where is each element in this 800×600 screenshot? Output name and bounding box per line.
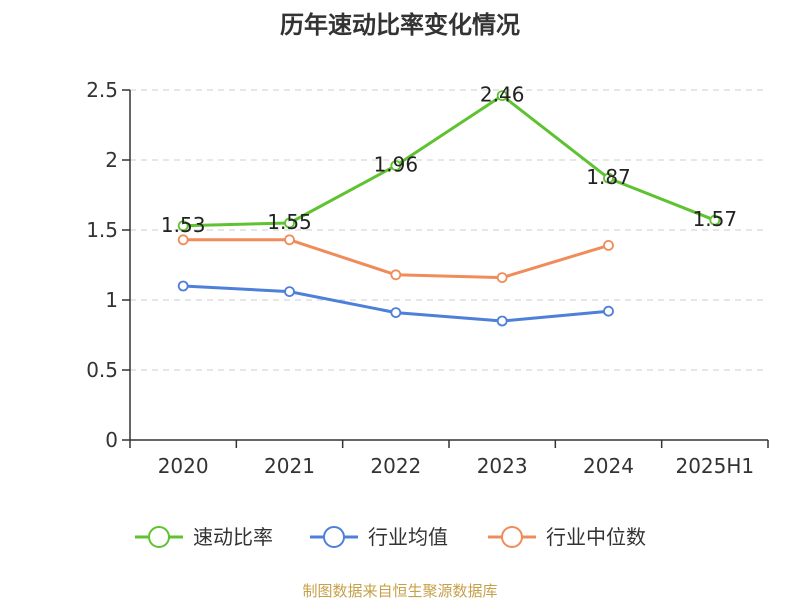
data-point (284, 217, 295, 229)
y-tick-label: 2.5 (86, 78, 118, 102)
x-tick-label: 2021 (264, 454, 315, 478)
x-tick-label: 2023 (477, 454, 528, 478)
data-label: 1.55 (267, 210, 312, 234)
legend-item: 行业均值 (310, 525, 448, 549)
legend-swatch-marker (148, 526, 170, 548)
data-label: 1.53 (161, 213, 206, 237)
data-label: 1.87 (586, 165, 631, 189)
data-point (177, 220, 189, 232)
legend-swatch-marker (501, 526, 523, 548)
legend-label: 行业均值 (368, 525, 448, 549)
grid-lines (130, 89, 768, 371)
data-point (177, 234, 189, 246)
data-point (709, 214, 721, 226)
legend-item: 行业中位数 (488, 525, 646, 549)
y-tick-label: 2 (105, 148, 118, 172)
data-point (284, 286, 295, 298)
data-point (603, 172, 614, 184)
data-point (390, 307, 402, 319)
data-point (390, 160, 402, 172)
series-group (177, 90, 721, 327)
legend-item: 速动比率 (135, 525, 273, 549)
chart-title: 历年速动比率变化情况 (280, 11, 520, 39)
data-point (390, 269, 402, 281)
source-note: 制图数据来自恒生聚源数据库 (302, 582, 497, 600)
x-tick-label: 2022 (370, 454, 421, 478)
x-tick-label: 2024 (583, 454, 634, 478)
data-point (496, 315, 508, 327)
axes: 0 0.5 1 1.5 2 2.5 2020 2021 2022 2023 2024 2025H1 (86, 78, 769, 478)
x-tick-label: 2025H1 (675, 454, 754, 478)
y-tick-label: 1 (105, 288, 118, 312)
legend-label: 行业中位数 (546, 525, 646, 549)
legend-swatch-marker (323, 526, 345, 548)
data-labels: 1.53 1.55 1.96 2.46 1.87 1.57 (161, 83, 737, 237)
data-point (284, 234, 295, 246)
series-line (183, 94, 716, 228)
x-tick-label: 2020 (158, 454, 209, 478)
data-point (496, 272, 508, 284)
data-label: 1.57 (693, 207, 738, 231)
y-tick-label: 0 (105, 428, 118, 452)
y-tick-label: 1.5 (86, 218, 118, 242)
legend: 速动比率 行业均值 行业中位数 (135, 525, 646, 549)
legend-label: 速动比率 (193, 525, 273, 549)
data-label: 1.96 (374, 153, 419, 177)
data-label: 2.46 (480, 83, 525, 107)
data-point (496, 90, 508, 101)
data-point (603, 239, 614, 251)
data-point (603, 305, 614, 317)
y-tick-label: 0.5 (86, 358, 118, 382)
data-point (177, 280, 189, 292)
